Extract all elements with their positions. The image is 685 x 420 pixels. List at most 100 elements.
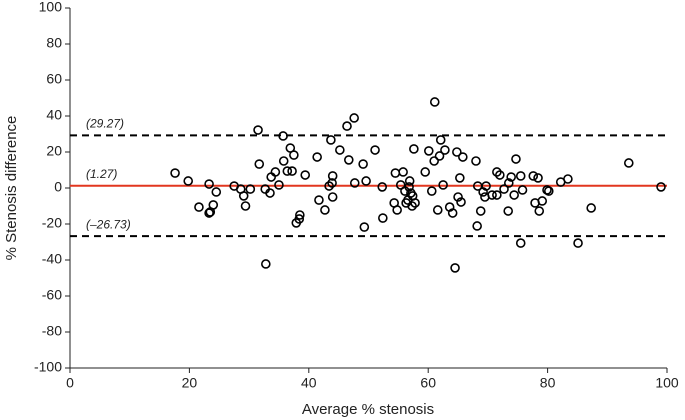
y-tick-label: 80: [46, 35, 62, 51]
data-point: [450, 263, 460, 273]
data-point: [287, 166, 297, 176]
data-point: [282, 166, 293, 176]
y-tick-label: 0: [54, 179, 62, 195]
data-point: [183, 176, 194, 186]
data-point: [404, 182, 414, 192]
data-point: [392, 205, 402, 215]
data-point: [240, 201, 251, 211]
data-point: [343, 155, 354, 165]
data-point: [254, 159, 265, 169]
data-point: [349, 113, 359, 123]
data-point: [378, 213, 388, 223]
data-point: [278, 131, 288, 141]
data-point: [238, 191, 249, 201]
data-point: [289, 150, 299, 160]
data-point: [543, 186, 554, 196]
data-point: [573, 238, 583, 248]
data-point: [295, 210, 305, 220]
data-point: [390, 168, 401, 178]
data-point: [170, 168, 180, 178]
y-tick-label: -100: [34, 359, 62, 375]
data-point: [377, 182, 388, 192]
data-point: [404, 176, 415, 186]
data-point: [458, 152, 468, 162]
data-point: [370, 145, 380, 155]
data-point: [623, 158, 634, 168]
data-point: [434, 151, 445, 161]
data-point: [270, 167, 281, 177]
data-point: [407, 201, 417, 211]
data-point: [204, 208, 214, 218]
data-point: [398, 167, 408, 177]
data-point: [361, 176, 371, 186]
data-point: [537, 196, 548, 206]
data-point: [503, 178, 514, 188]
data-point: [300, 170, 311, 180]
data-point: [452, 147, 462, 157]
data-point: [420, 167, 431, 177]
y-tick-label: -40: [42, 251, 62, 267]
data-point: [335, 145, 345, 155]
data-point: [656, 182, 666, 192]
data-point: [294, 214, 305, 224]
data-point: [447, 208, 458, 218]
data-point: [481, 181, 491, 191]
y-tick-label: -80: [42, 323, 62, 339]
data-point: [211, 187, 222, 197]
x-tick-label: 60: [420, 375, 436, 391]
data-point: [410, 198, 420, 208]
data-point: [274, 180, 284, 190]
data-point: [349, 178, 360, 188]
data-point: [506, 172, 516, 182]
data-point: [423, 146, 434, 156]
data-point: [324, 181, 334, 191]
data-point: [503, 206, 513, 216]
data-point: [409, 144, 419, 154]
data-point: [435, 135, 446, 145]
y-tick-label: 60: [46, 71, 62, 87]
data-point: [509, 190, 519, 200]
data-point: [432, 205, 443, 215]
y-tick-label: -20: [42, 215, 62, 231]
data-point: [278, 156, 289, 166]
reference-label: (1.27): [86, 167, 117, 181]
x-axis-title: Average % stenosis: [302, 401, 434, 418]
data-point: [326, 135, 336, 145]
data-point: [438, 180, 448, 190]
data-point: [208, 200, 219, 210]
x-tick-label: 0: [66, 375, 74, 391]
data-point: [327, 178, 337, 188]
data-point: [426, 186, 437, 196]
data-point: [534, 206, 545, 216]
data-point: [475, 206, 486, 216]
data-point: [440, 145, 450, 155]
reference-label: (29.27): [86, 116, 124, 130]
data-point: [327, 192, 338, 202]
data-point: [515, 238, 526, 248]
data-point: [528, 171, 539, 181]
x-tick-label: 80: [540, 375, 556, 391]
data-point: [194, 202, 204, 212]
data-point: [455, 173, 465, 183]
data-point: [495, 170, 505, 180]
data-point: [359, 222, 370, 232]
data-point: [487, 190, 497, 200]
data-point: [314, 195, 324, 205]
data-point: [586, 203, 596, 213]
data-point: [327, 171, 338, 181]
y-tick-label: 20: [46, 143, 62, 159]
data-point: [511, 154, 521, 164]
data-point: [515, 171, 526, 181]
data-point: [342, 121, 352, 131]
data-point: [472, 221, 482, 231]
data-point: [429, 156, 439, 166]
data-point: [492, 190, 502, 200]
y-tick-label: 100: [39, 0, 63, 15]
data-point: [265, 188, 275, 198]
x-tick-label: 20: [182, 375, 198, 391]
data-point: [429, 97, 440, 107]
y-tick-label: -60: [42, 287, 62, 303]
data-point: [320, 205, 330, 215]
data-point: [358, 159, 368, 169]
data-point: [533, 173, 543, 183]
